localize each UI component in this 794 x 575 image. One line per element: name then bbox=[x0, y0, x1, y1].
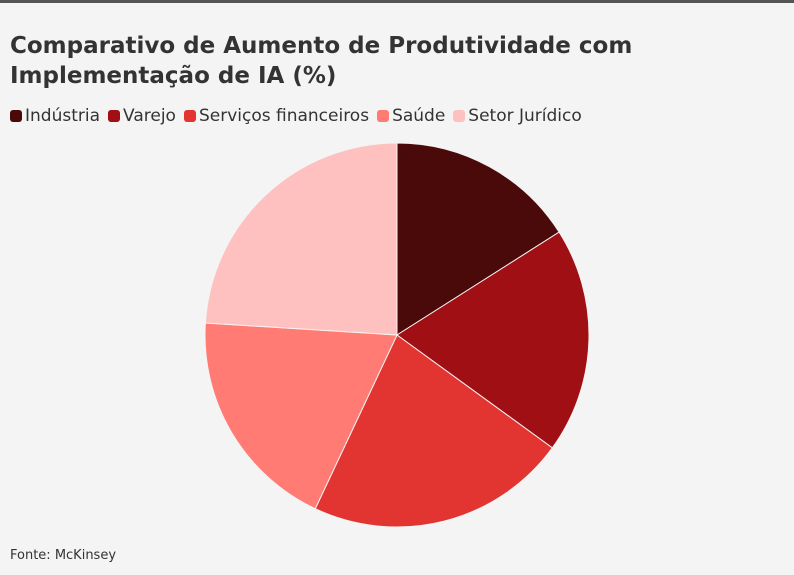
legend-swatch bbox=[377, 110, 390, 122]
legend-item: Serviços financeiros bbox=[183, 106, 370, 126]
pie-area bbox=[204, 142, 590, 528]
chart-title: Comparativo de Aumento de Produtividade … bbox=[10, 33, 633, 89]
legend-swatch bbox=[10, 110, 22, 122]
legend-swatch bbox=[183, 110, 196, 122]
legend-label: Setor Jurídico bbox=[468, 106, 582, 126]
legend: Indústria Varejo Serviços financeiros Saúde… bbox=[10, 106, 582, 126]
source: Fonte: McKinsey bbox=[10, 548, 117, 563]
pie-slice bbox=[396, 142, 560, 336]
legend-swatch bbox=[453, 110, 466, 122]
legend-item: Setor Jurídico bbox=[453, 106, 582, 126]
legend-label: Varejo bbox=[123, 106, 176, 126]
legend-item: Varejo bbox=[108, 106, 176, 126]
pie-slice bbox=[204, 142, 398, 336]
legend-label: Serviços financeiros bbox=[198, 106, 370, 126]
pie-slice bbox=[396, 231, 590, 449]
legend-item: Indústria bbox=[10, 106, 100, 126]
legend-label: Saúde bbox=[392, 106, 446, 126]
legend-label: Indústria bbox=[25, 106, 101, 126]
legend-swatch bbox=[108, 110, 121, 122]
pie-slice bbox=[204, 322, 398, 510]
legend-item: Saúde bbox=[377, 106, 445, 126]
